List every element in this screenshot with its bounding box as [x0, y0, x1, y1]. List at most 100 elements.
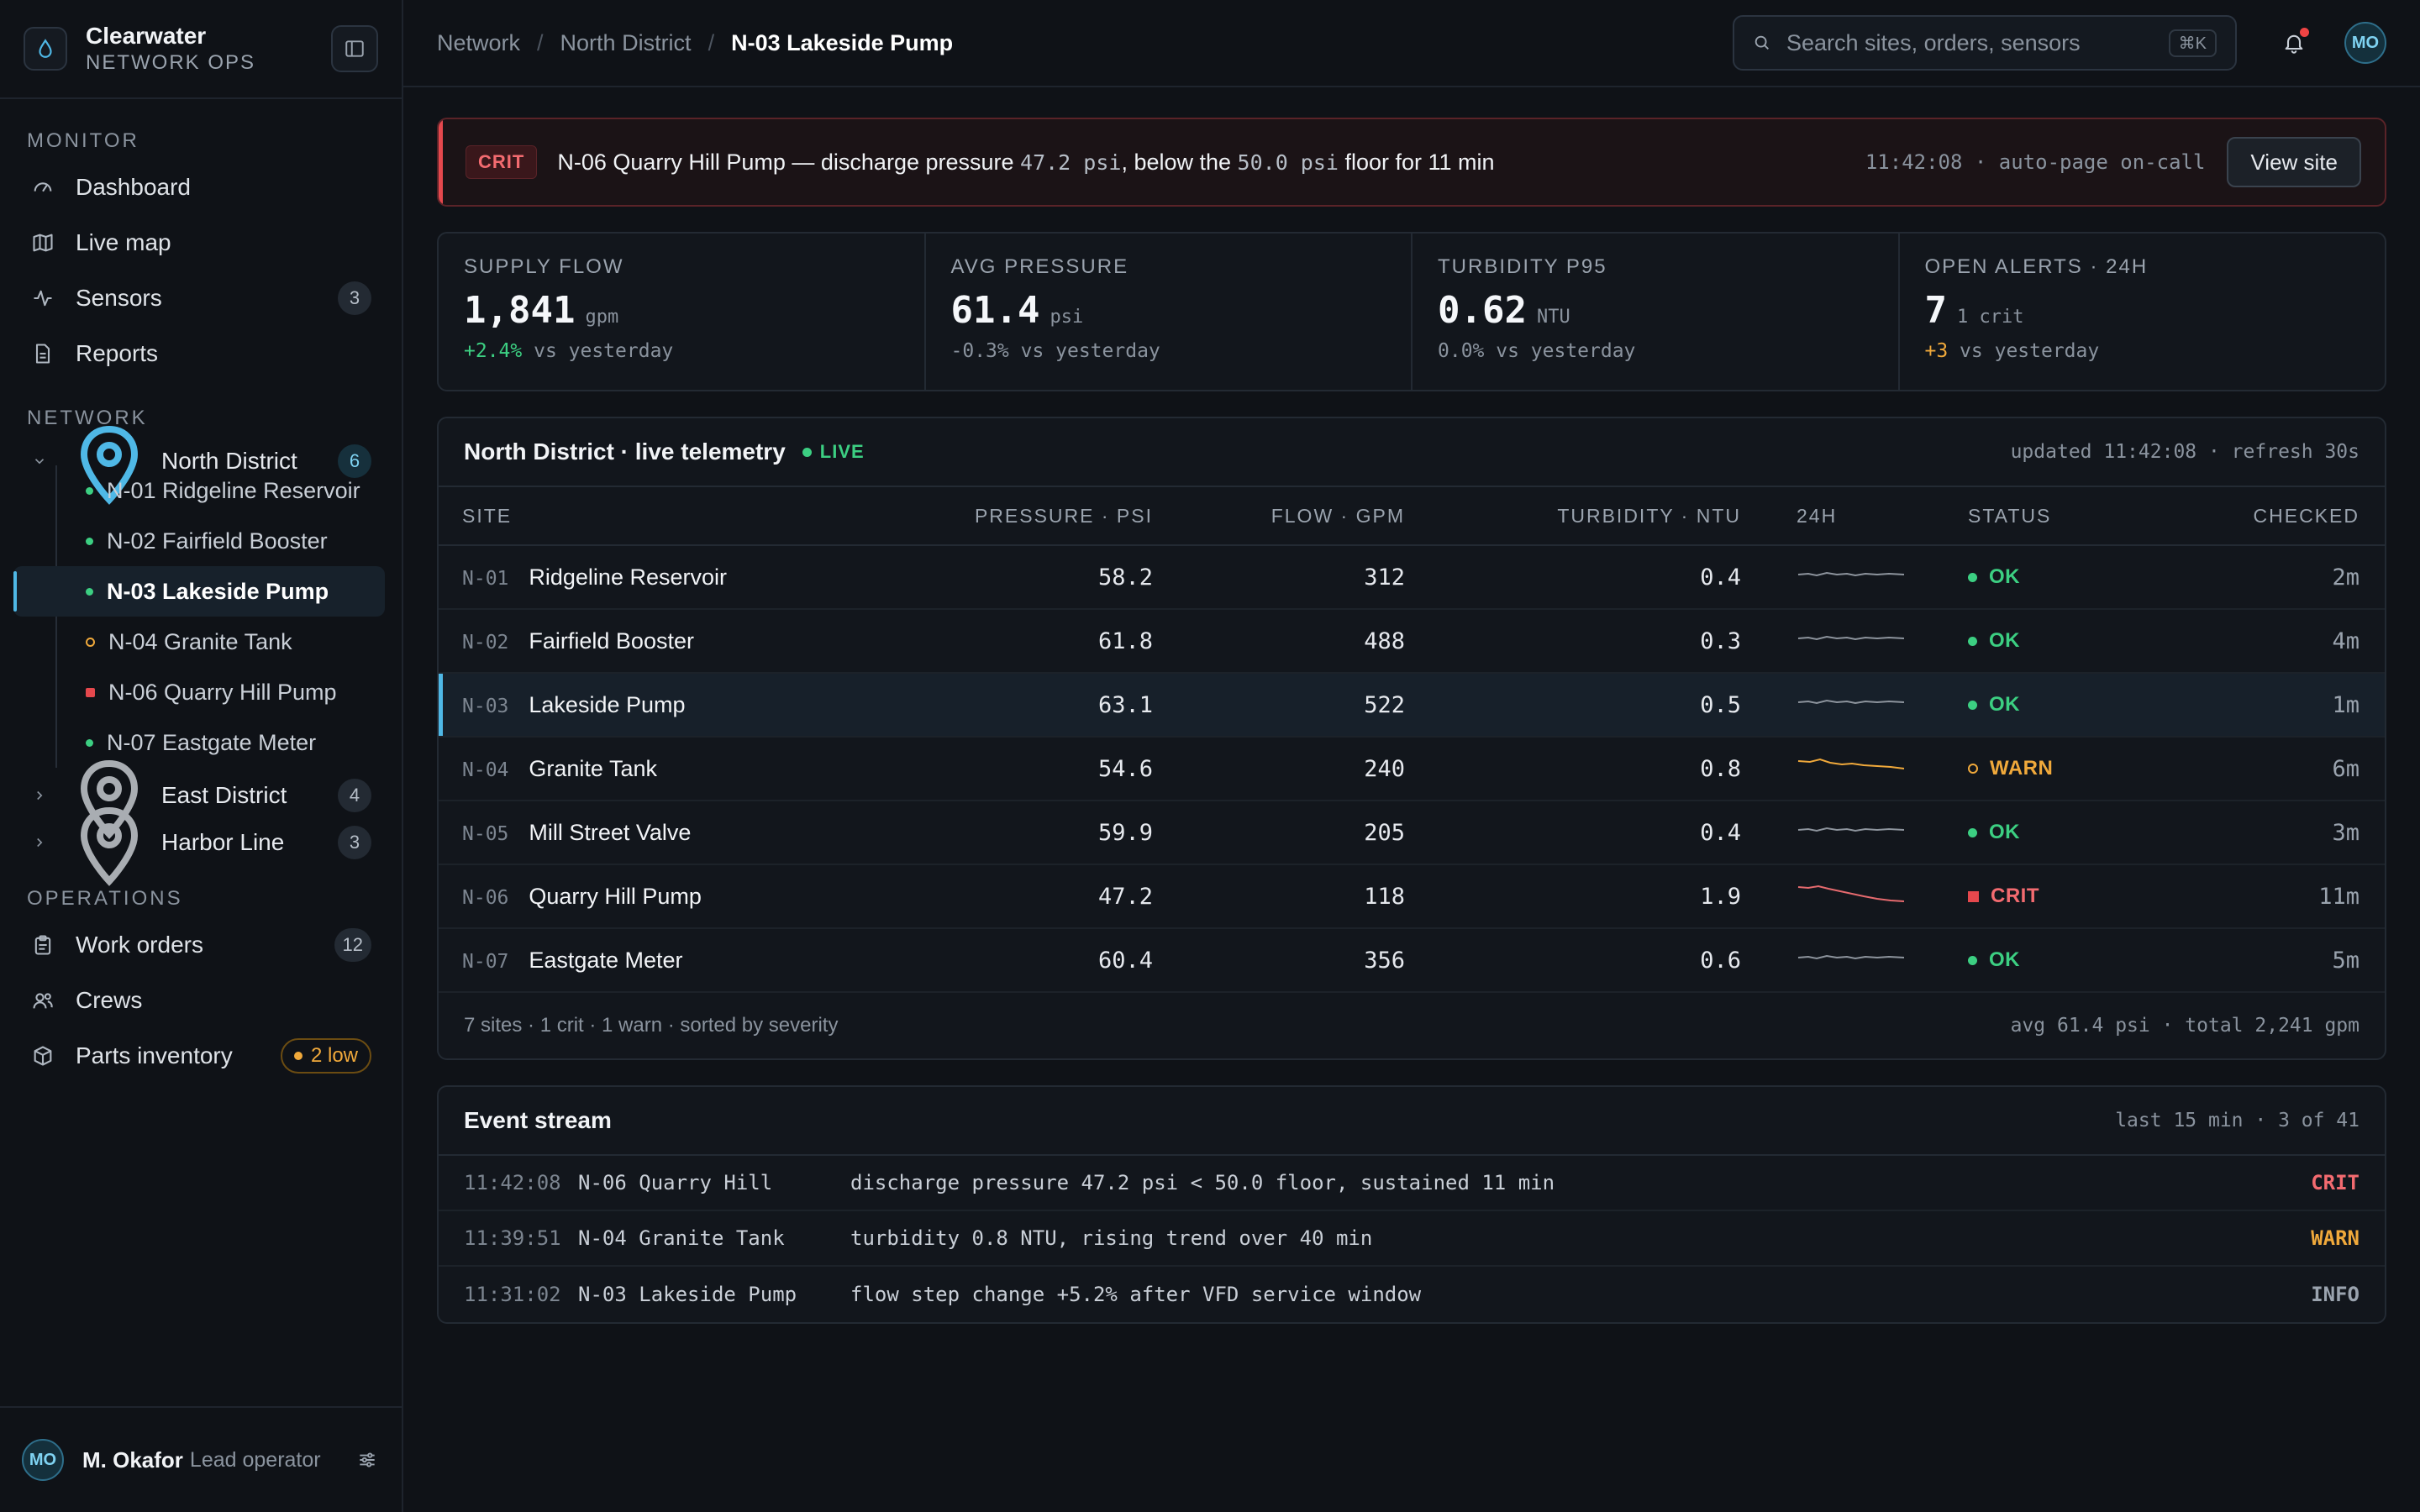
search-input[interactable]: Search sites, orders, sensors ⌘K — [1733, 15, 2237, 71]
breadcrumb-current: N-03 Lakeside Pump — [731, 29, 954, 55]
site-name: Eastgate Meter — [529, 947, 683, 973]
district-north-district[interactable]: North District 6 — [0, 425, 402, 505]
count-badge: 6 — [338, 444, 371, 478]
telemetry-table: SITE PRESSURE · PSI FLOW · GPM TURBIDITY… — [439, 486, 2385, 993]
telemetry-footer-summary: 7 sites · 1 crit · 1 warn · sorted by se… — [464, 1014, 839, 1037]
status-badge: CRIT — [1968, 885, 2136, 908]
kpi-unit: NTU — [1536, 307, 1570, 328]
status-ok-icon — [86, 587, 93, 596]
site-id: N-05 — [462, 822, 509, 845]
breadcrumb-network[interactable]: Network — [437, 29, 521, 55]
sidebar-item-reports[interactable]: Reports — [0, 326, 402, 381]
turbidity-cell: 0.3 — [1413, 609, 1749, 674]
table-row[interactable]: N-02 Fairfield Booster 61.8 488 0.3 OK 4m — [439, 609, 2385, 674]
district-label: East District — [161, 782, 287, 808]
event-row[interactable]: 11:42:08 N-06 Quarry Hill discharge pressu… — [439, 1156, 2385, 1211]
column-header-site[interactable]: SITE — [439, 486, 909, 546]
sparkline — [1797, 699, 1905, 704]
district-east-district[interactable]: East District 4 — [0, 759, 402, 839]
event-row[interactable]: 11:31:02 N-03 Lakeside Pump flow step chan… — [439, 1267, 2385, 1322]
table-row[interactable]: N-03 Lakeside Pump 63.1 522 0.5 OK 1m — [439, 673, 2385, 738]
site-name: Ridgeline Reservoir — [529, 564, 727, 590]
sparkline — [1797, 885, 1905, 902]
site-id: N-02 — [462, 631, 509, 654]
sidebar-item-label: Reports — [76, 340, 159, 366]
status-warn-icon — [86, 637, 95, 647]
sidebar-item-live-map[interactable]: Live map — [0, 215, 402, 270]
table-row[interactable]: N-05 Mill Street Valve 59.9 205 0.4 OK 3m — [439, 801, 2385, 865]
turbidity-cell: 1.9 — [1413, 864, 1749, 929]
chevron-down-icon[interactable] — [30, 452, 49, 470]
column-header-checked[interactable]: CHECKED — [2136, 486, 2385, 546]
count-badge: 4 — [338, 779, 371, 812]
breadcrumb-district[interactable]: North District — [560, 29, 692, 55]
column-header-pressure[interactable]: PRESSURE · PSI — [909, 486, 1161, 546]
table-row[interactable]: N-06 Quarry Hill Pump 47.2 118 1.9 CRIT 11m — [439, 864, 2385, 929]
site-item-label: N-01 Ridgeline Reservoir — [107, 477, 360, 503]
sidebar-item-label: Dashboard — [76, 174, 191, 200]
sidebar: Clearwater NETWORK OPS MONITOR Dashboard… — [0, 0, 403, 1512]
file-icon — [30, 341, 55, 366]
district-label: Harbor Line — [161, 829, 285, 855]
site-item-label: N-03 Lakeside Pump — [107, 578, 329, 604]
site-item-n-01-ridgeline-reservoir[interactable]: N-01 Ridgeline Reservoir — [55, 465, 402, 516]
notifications-button[interactable] — [2277, 26, 2311, 60]
view-site-button[interactable]: View site — [2227, 137, 2361, 187]
sparkline-24h — [1749, 737, 1968, 801]
kpi-value: 0.62 — [1438, 289, 1527, 332]
chevron-right-icon[interactable] — [30, 833, 49, 852]
column-header-status[interactable]: STATUS — [1968, 486, 2136, 546]
alert-message: N-06 Quarry Hill Pump — discharge pressu… — [557, 149, 1495, 175]
pressure-cell: 54.6 — [909, 737, 1161, 801]
sidebar-item-crews[interactable]: Crews — [0, 973, 402, 1028]
event-site: N-03 Lakeside Pump — [578, 1283, 797, 1306]
event-row[interactable]: 11:39:51 N-04 Granite Tank turbidity 0.8 N… — [439, 1211, 2385, 1267]
kpi-label: SUPPLY FLOW — [464, 255, 624, 278]
table-row[interactable]: N-04 Granite Tank 54.6 240 0.8 WARN 6m — [439, 737, 2385, 801]
map-pin-icon — [76, 424, 143, 505]
column-header-flow[interactable]: FLOW · GPM — [1161, 486, 1413, 546]
avatar[interactable]: MO — [2344, 22, 2386, 64]
kpi-value: 1,841 — [464, 289, 576, 332]
site-item-n-02-fairfield-booster[interactable]: N-02 Fairfield Booster — [55, 516, 402, 566]
sliders-icon[interactable] — [355, 1447, 380, 1473]
table-row[interactable]: N-01 Ridgeline Reservoir 58.2 312 0.4 OK 2m — [439, 545, 2385, 610]
chevron-right-icon[interactable] — [30, 786, 49, 805]
sidebar-toggle-button[interactable] — [331, 25, 378, 72]
count-badge: 3 — [338, 826, 371, 859]
table-row[interactable]: N-07 Eastgate Meter 60.4 356 0.6 OK 5m — [439, 928, 2385, 993]
kpi-delta: 0.0% vs yesterday — [1438, 340, 1636, 362]
alert-meta: 11:42:08 · auto-page on-call — [1865, 150, 2206, 174]
avatar[interactable]: MO — [22, 1439, 64, 1481]
site-item-n-03-lakeside-pump[interactable]: N-03 Lakeside Pump — [13, 566, 385, 617]
section-label-monitor: MONITOR — [27, 129, 139, 152]
site-item-n-07-eastgate-meter[interactable]: N-07 Eastgate Meter — [55, 717, 402, 768]
district-harbor-line[interactable]: Harbor Line 3 — [0, 806, 402, 886]
telemetry-footer-totals: avg 61.4 psi · total 2,241 gpm — [2010, 1015, 2360, 1037]
kpi-label: OPEN ALERTS · 24H — [1924, 255, 2149, 278]
site-item-n-04-granite-tank[interactable]: N-04 Granite Tank — [55, 617, 402, 667]
kpi-card-open-alerts-24h: OPEN ALERTS · 24H 7 1 crit +3 vs yesterday — [1900, 234, 2386, 390]
status-badge: OK — [1968, 565, 2136, 589]
column-header-turbidity[interactable]: TURBIDITY · NTU — [1413, 486, 1749, 546]
live-badge: LIVE — [802, 441, 865, 463]
event-site: N-06 Quarry Hill — [578, 1171, 773, 1194]
site-id: N-07 — [462, 950, 509, 973]
site-item-label: N-04 Granite Tank — [108, 628, 292, 654]
flow-cell: 118 — [1161, 864, 1413, 929]
event-time: 11:31:02 — [464, 1283, 561, 1306]
sidebar-item-parts-inventory[interactable]: Parts inventory 2 low — [0, 1028, 402, 1084]
sidebar-item-label: Work orders — [76, 932, 203, 958]
site-item-n-06-quarry-hill-pump[interactable]: N-06 Quarry Hill Pump — [55, 667, 402, 717]
checked-cell: 6m — [2136, 737, 2385, 801]
sparkline-24h — [1749, 673, 1968, 738]
turbidity-cell: 0.4 — [1413, 545, 1749, 610]
event-level: CRIT — [2311, 1171, 2360, 1194]
sidebar-item-dashboard[interactable]: Dashboard — [0, 160, 402, 215]
sparkline-24h — [1749, 801, 1968, 865]
users-icon — [30, 988, 55, 1013]
notification-dot — [2300, 28, 2309, 37]
sidebar-item-sensors[interactable]: Sensors 3 — [0, 270, 402, 326]
sidebar-item-work-orders[interactable]: Work orders 12 — [0, 917, 402, 973]
sidebar-item-label: Sensors — [76, 285, 162, 311]
